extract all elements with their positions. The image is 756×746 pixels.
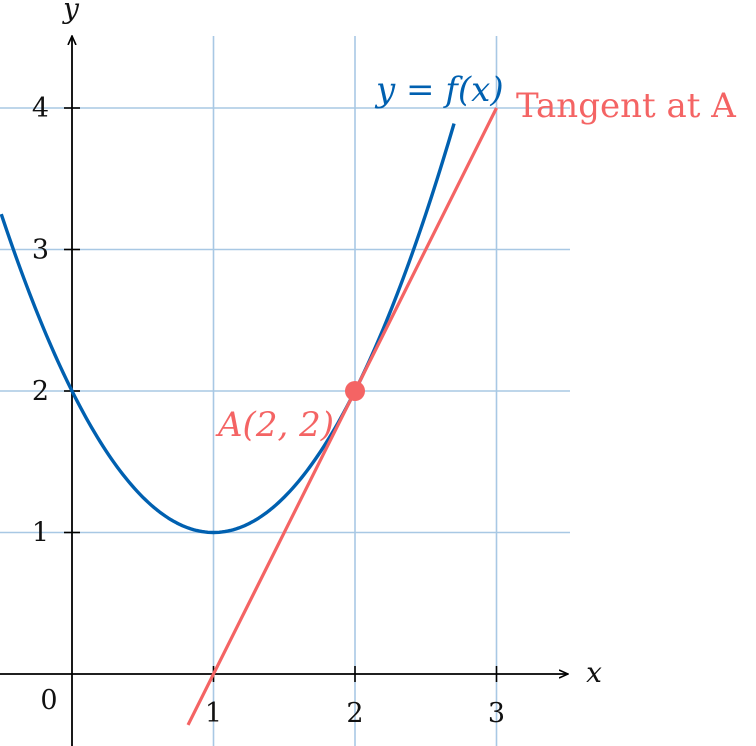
y-tick-label-2: 2: [32, 376, 49, 407]
y-tick-label-3: 3: [32, 235, 49, 266]
point-a-marker: [345, 381, 365, 401]
y-tick-label-1: 1: [32, 518, 49, 549]
origin-label: 0: [40, 685, 57, 716]
x-tick-label-1: 1: [205, 698, 222, 729]
curve-f-line: [0, 123, 456, 535]
x-axis-label: x: [586, 656, 602, 689]
y-axis-label: y: [61, 0, 80, 25]
point-a-label: A(2, 2): [215, 405, 334, 445]
tangent-line: [186, 107, 498, 726]
x-tick-label-3: 3: [488, 698, 505, 729]
x-tick-label-2: 2: [346, 698, 363, 729]
curve-label: y = f(x): [374, 70, 504, 110]
tangent-label: Tangent at A: [516, 86, 736, 126]
y-tick-label-4: 4: [32, 93, 49, 124]
